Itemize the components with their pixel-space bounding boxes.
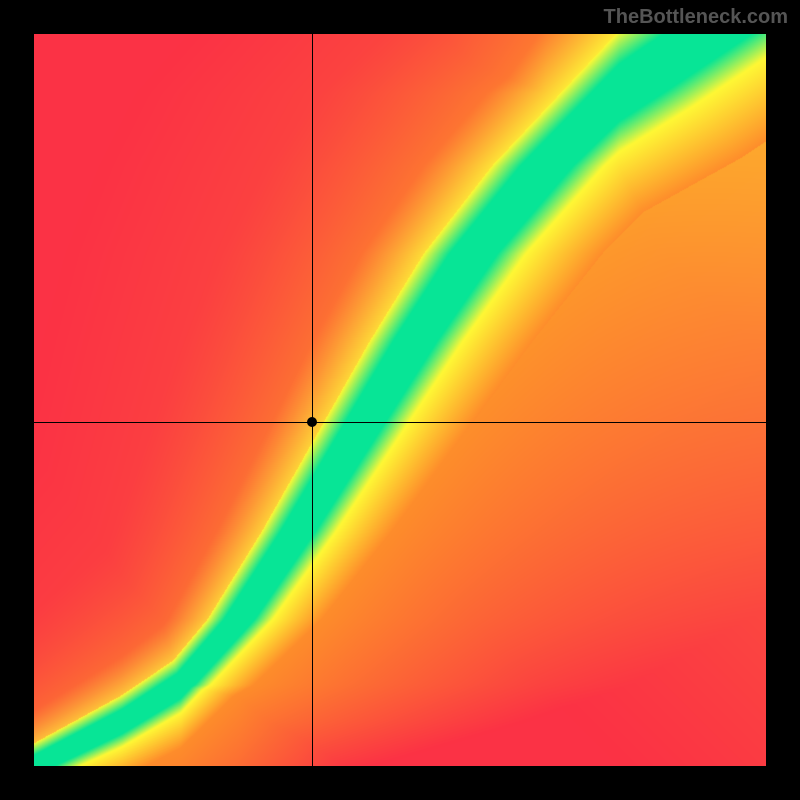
crosshair-marker <box>307 417 317 427</box>
crosshair-horizontal <box>34 422 766 423</box>
chart-container: TheBottleneck.com <box>0 0 800 800</box>
plot-area <box>34 34 766 766</box>
watermark-text: TheBottleneck.com <box>604 6 788 29</box>
crosshair-vertical <box>312 34 313 766</box>
heatmap-canvas <box>34 34 766 766</box>
